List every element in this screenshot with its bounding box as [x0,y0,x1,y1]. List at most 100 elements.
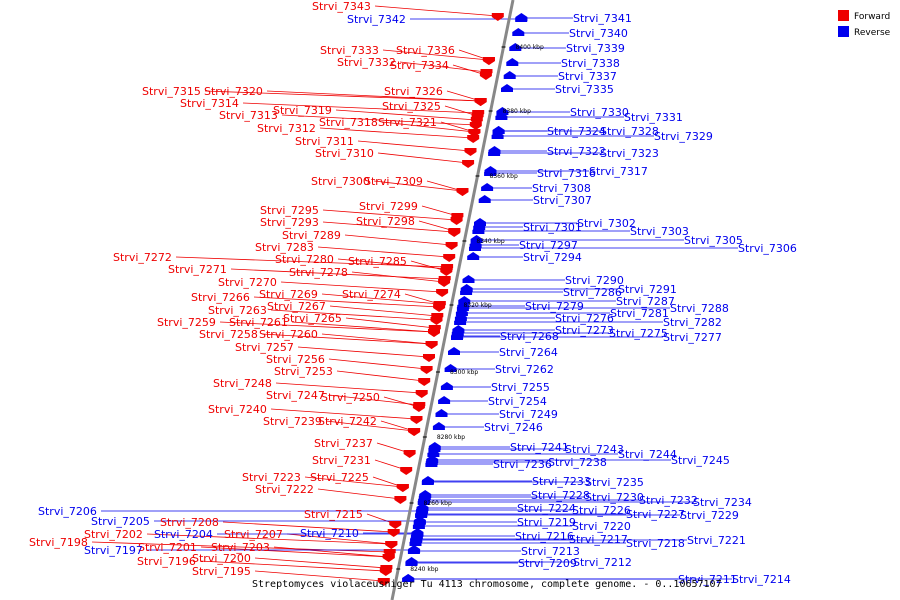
gene-label-7244: Strvi_7244 [618,448,677,461]
gene-label-7243: Strvi_7243 [565,443,624,456]
gene-label-7260: Strvi_7260 [259,328,318,341]
gene-feature-7308 [481,183,494,191]
gene-label-7257: Strvi_7257 [235,341,294,354]
gene-label-7311: Strvi_7311 [295,135,354,148]
gene-label-7283: Strvi_7283 [255,241,314,254]
scale-ticks: 8400 kbp 8380 kbp 8360 kbp 8340 kbp 8320 kbp… [396,44,544,573]
gene-feature-7255 [440,382,453,390]
gene-feature-7330 [496,107,509,115]
gene-label-7208: Strvi_7208 [160,516,219,529]
leader-line-7239 [325,420,415,432]
gene-feature-7279 [457,301,470,309]
gene-labels: Strvi_7343 Strvi_7336 Strvi_7333Strvi_7332… [29,0,797,586]
gene-label-7301: Strvi_7301 [523,221,582,234]
gene-label-7288: Strvi_7288 [670,302,729,315]
genome-caption: Streptomyces violaceusniger Tu 4113 chro… [252,579,722,590]
gene-label-7223: Strvi_7223 [242,471,301,484]
gene-feature-7207 [385,541,398,549]
leader-lines [91,5,738,582]
gene-label-7233: Strvi_7233 [532,475,591,488]
gene-feature-7196 [379,568,392,576]
gene-feature-7333 [482,57,495,65]
gene-feature-7341 [515,13,528,21]
leader-line-7260 [321,333,432,345]
gene-label-7226: Strvi_7226 [572,504,631,517]
leader-line-7332 [399,61,487,73]
gene-label-7308: Strvi_7308 [532,182,591,195]
leader-line-7319 [335,109,477,121]
gene-label-7212: Strvi_7212 [573,556,632,569]
legend-forward-swatch [838,10,849,21]
legend-forward-label: Forward [854,12,890,22]
gene-label-7319: Strvi_7319 [273,104,332,117]
leader-line-7315 [204,90,481,102]
leader-line-7248 [275,382,422,394]
gene-feature-7297 [469,240,482,248]
gene-feature-7294 [467,252,480,260]
gene-label-7305: Strvi_7305 [684,234,743,247]
leader-line-7310 [377,152,469,164]
gene-label-7275: Strvi_7275 [609,327,668,340]
gene-label-7316: Strvi_7316 [537,167,596,180]
gene-label-7210: Strvi_7210 [300,527,359,540]
gene-label-7320: Strvi_7320 [204,85,263,98]
gene-feature-7256 [420,366,433,374]
gene-feature-7307 [478,195,491,203]
gene-label-7216: Strvi_7216 [515,530,574,543]
gene-feature-7248 [415,390,428,398]
gene-label-7228: Strvi_7228 [531,489,590,502]
gene-feature-7246 [432,422,445,430]
gene-label-7263: Strvi_7263 [208,304,267,317]
gene-label-7235: Strvi_7235 [585,476,644,489]
leader-line-7314 [242,102,479,114]
gene-feature-7197 [408,545,421,553]
gene-label-7220: Strvi_7220 [572,520,631,533]
gene-feature-7328 [492,126,505,134]
leader-line-7202 [146,533,392,545]
gene-label-7255: Strvi_7255 [491,381,550,394]
leader-line-7240 [270,408,417,420]
gene-label-7295: Strvi_7295 [260,204,319,217]
gene-label-7213: Strvi_7213 [521,545,580,558]
gene-label-7317: Strvi_7317 [589,165,648,178]
leader-line-7195 [254,570,384,582]
gene-label-7335: Strvi_7335 [555,83,614,96]
gene-feature-7337 [503,71,516,79]
gene-label-7328: Strvi_7328 [600,125,659,138]
gene-label-7293: Strvi_7293 [260,216,319,229]
gene-feature-7313 [469,122,482,130]
gene-label-7198: Strvi_7198 [29,536,88,549]
gene-label-7331: Strvi_7331 [624,111,683,124]
gene-feature-7240 [410,416,423,424]
gene-label-7323: Strvi_7323 [600,147,659,160]
gene-feature-7311 [464,148,477,156]
gene-feature-7305 [470,235,483,243]
gene-feature-7290 [462,275,475,283]
gene-label-7307: Strvi_7307 [533,194,592,207]
leader-line-7293 [322,221,455,233]
gene-label-7245: Strvi_7245 [671,454,730,467]
gene-label-7266: Strvi_7266 [191,291,250,304]
gene-label-7277: Strvi_7277 [663,331,722,344]
gene-features [377,13,528,586]
leader-line-7200 [254,557,387,569]
gene-feature-7205 [413,516,426,524]
gene-label-7268: Strvi_7268 [500,330,559,343]
gene-feature-7262 [444,364,457,372]
gene-label-7297: Strvi_7297 [519,239,578,252]
gene-feature-7270 [436,289,449,297]
gene-label-7289: Strvi_7289 [282,229,341,242]
gene-label-7294: Strvi_7294 [523,251,582,264]
gene-feature-7195 [377,578,390,586]
scale-tick-label: 8260 kbp [424,500,452,507]
gene-label-7258: Strvi_7258 [199,328,258,341]
gene-label-7286: Strvi_7286 [563,286,622,299]
gene-label-7281: Strvi_7281 [610,307,669,320]
gene-label-7237: Strvi_7237 [314,437,373,450]
gene-feature-7323 [488,148,501,156]
gene-label-7221: Strvi_7221 [687,534,746,547]
leader-line-7265 [345,317,435,329]
leader-line-7300 [373,180,463,192]
gene-label-7241: Strvi_7241 [510,441,569,454]
gene-feature-7257 [423,354,435,362]
